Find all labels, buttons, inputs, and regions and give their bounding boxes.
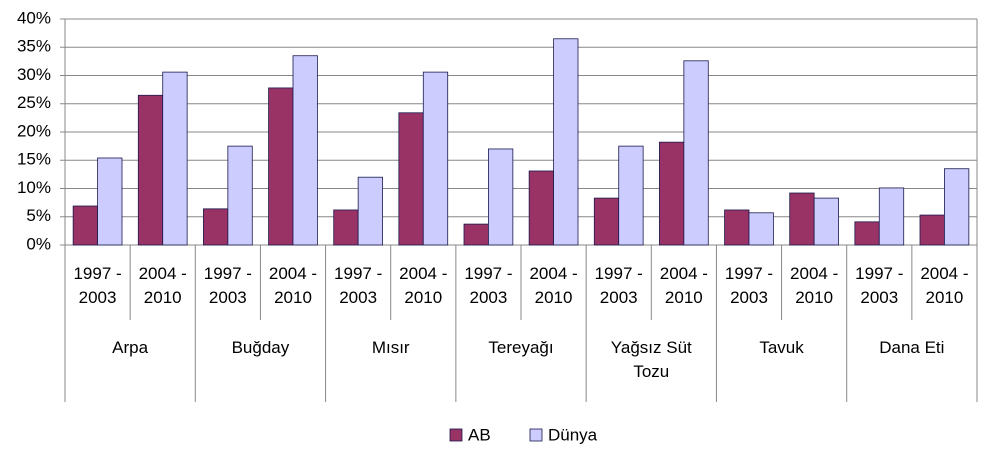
bar — [227, 145, 253, 246]
x-tick-label: 2004 - 2010 — [399, 264, 448, 307]
legend-swatch — [449, 428, 463, 442]
bar — [659, 141, 685, 246]
x-tick-label: 2004 - 2010 — [659, 264, 708, 307]
bar — [553, 38, 579, 246]
x-tick-label: 1997 - 2003 — [464, 264, 513, 307]
bar — [463, 223, 489, 246]
y-tick-label: 10% — [17, 178, 51, 197]
bar — [618, 145, 644, 246]
group-label: Yağsız Süt Tozu — [610, 338, 692, 381]
bar — [72, 205, 98, 246]
y-tick-label: 30% — [17, 65, 51, 84]
bar — [333, 209, 359, 246]
x-tick-label: 2004 - 2010 — [268, 264, 318, 307]
bar — [683, 60, 709, 246]
bar — [813, 197, 839, 246]
x-tick-label: 1997 - 2003 — [73, 264, 122, 307]
bar — [944, 168, 970, 246]
y-tick-label: 0% — [26, 234, 51, 253]
x-tick-label: 1997 - 2003 — [855, 264, 904, 307]
bar — [748, 212, 774, 246]
group-label: Tavuk — [759, 338, 804, 357]
legend-swatch — [529, 428, 543, 442]
bar — [919, 214, 945, 246]
legend-label: Dünya — [548, 425, 598, 444]
bar — [162, 71, 188, 246]
bar — [97, 157, 123, 246]
x-tick-label: 2004 - 2010 — [529, 264, 578, 307]
y-tick-label: 20% — [17, 121, 51, 140]
bar — [398, 112, 424, 246]
group-label: Dana Eti — [879, 338, 945, 357]
x-tick-label: 2004 - 2010 — [790, 264, 839, 307]
bar — [854, 221, 880, 246]
y-tick-label: 35% — [17, 37, 51, 56]
x-tick-label: 1997 - 2003 — [334, 264, 383, 307]
y-tick-label: 5% — [26, 206, 51, 225]
x-tick-label: 2004 - 2010 — [920, 264, 969, 307]
bar — [528, 170, 554, 246]
bar — [789, 192, 815, 246]
legend-label: AB — [468, 425, 491, 444]
x-tick-label: 1997 - 2003 — [203, 264, 252, 307]
bar — [878, 187, 905, 246]
bar — [203, 208, 229, 246]
bar — [724, 209, 750, 246]
y-tick-label: 15% — [17, 150, 51, 169]
group-label: Buğday — [231, 338, 290, 357]
y-tick-label: 40% — [17, 8, 51, 27]
bar — [137, 94, 164, 246]
y-tick-label: 25% — [17, 93, 51, 112]
group-label: Mısır — [371, 338, 410, 357]
bar — [488, 148, 514, 246]
x-tick-label: 1997 - 2003 — [594, 264, 643, 307]
bar — [292, 55, 318, 246]
bar — [422, 71, 449, 246]
group-label: Arpa — [112, 338, 149, 357]
x-tick-label: 2004 - 2010 — [138, 264, 187, 307]
bar — [593, 197, 620, 246]
bar — [357, 176, 383, 246]
group-label: Tereyağı — [488, 338, 554, 357]
bar — [268, 87, 294, 246]
x-tick-label: 1997 - 2003 — [724, 264, 774, 307]
